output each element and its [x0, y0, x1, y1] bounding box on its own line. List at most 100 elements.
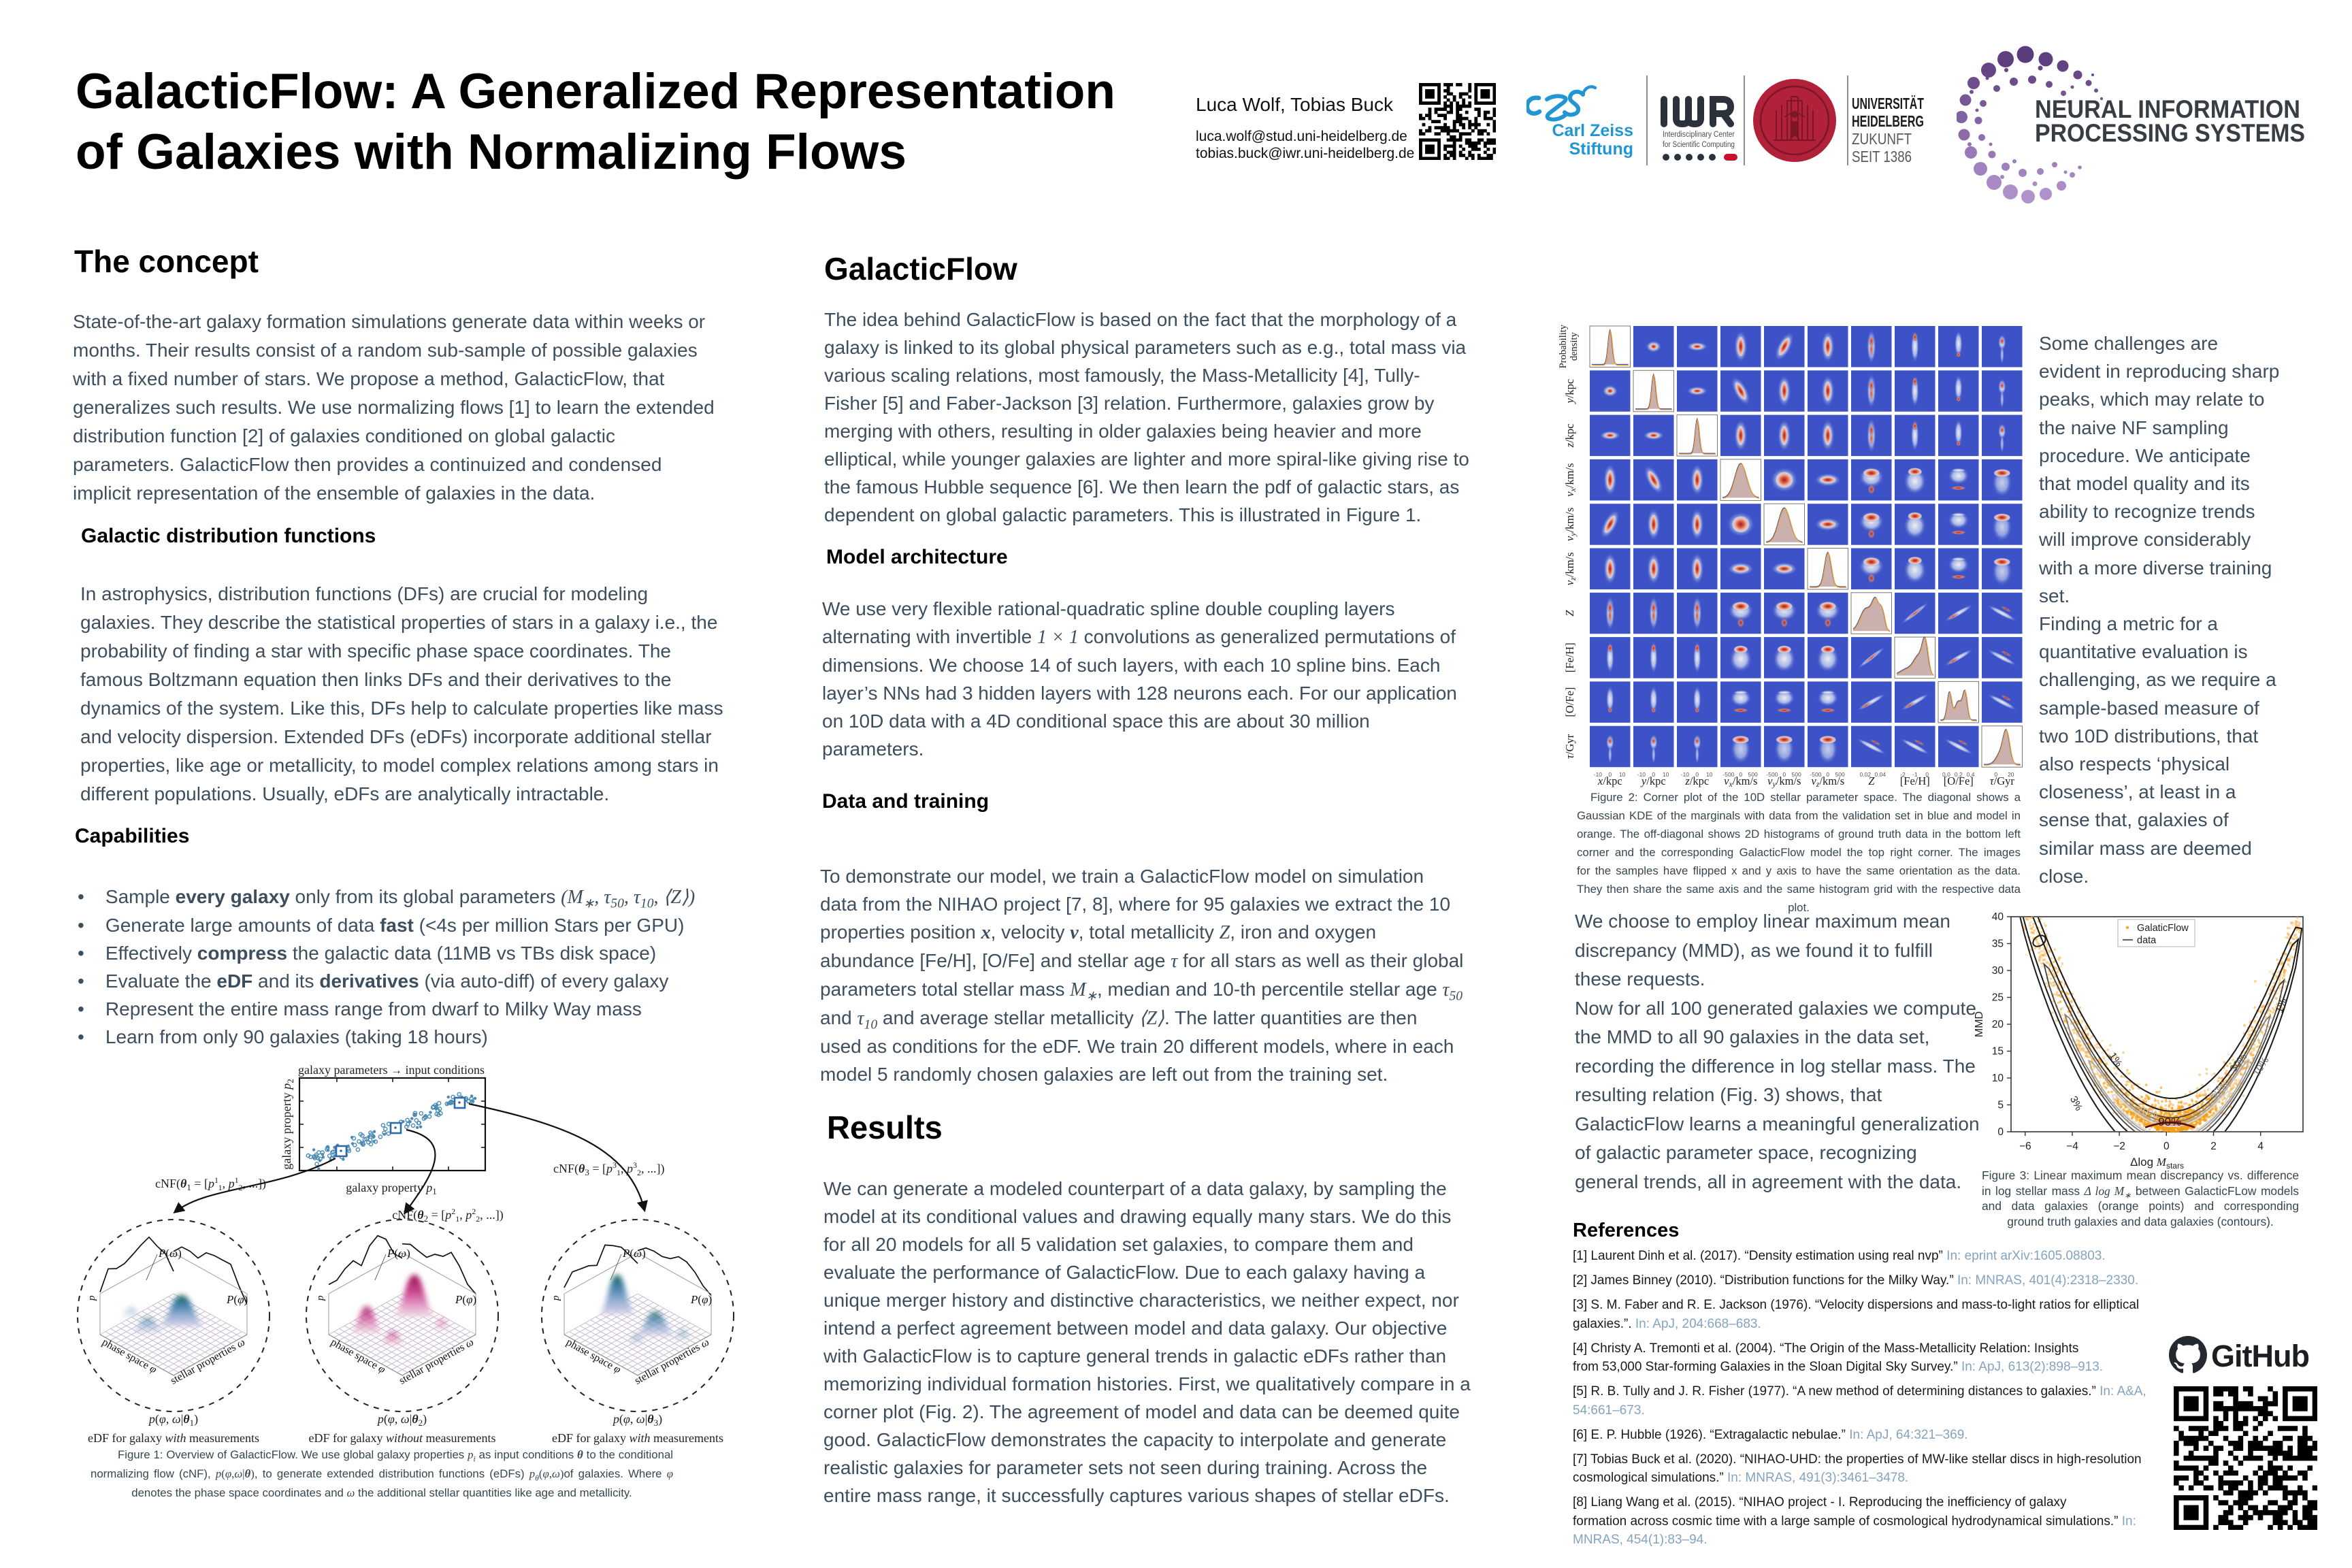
svg-text:UNIVERSITÄT: UNIVERSITÄT — [1852, 95, 1924, 112]
svg-text:0: 0 — [1994, 771, 1997, 778]
svg-text:vx/km/s: vx/km/s — [1563, 463, 1578, 496]
svg-text:P(ω): P(ω) — [622, 1247, 646, 1260]
svg-text:500: 500 — [1792, 771, 1801, 778]
svg-text:10: 10 — [1992, 1073, 2004, 1084]
svg-text:Stiftung: Stiftung — [1569, 140, 1633, 159]
svg-text:data: data — [2137, 935, 2157, 946]
svg-text:Probability: Probability — [1558, 324, 1569, 368]
svg-text:density: density — [1569, 332, 1580, 361]
svg-text:τ/Gyr: τ/Gyr — [1563, 734, 1576, 759]
svg-text:-500: -500 — [1810, 771, 1821, 778]
svg-text:4: 4 — [2257, 1141, 2264, 1152]
svg-text:500: 500 — [1835, 771, 1845, 778]
svg-text:[O/Fe]: [O/Fe] — [1944, 774, 1974, 787]
svg-text:[Fe/H]: [Fe/H] — [1900, 774, 1930, 787]
svg-text:2: 2 — [2210, 1141, 2217, 1152]
svg-text:Carl Zeiss: Carl Zeiss — [1552, 121, 1633, 140]
svg-text:20: 20 — [1992, 1019, 2004, 1030]
svg-text:0: 0 — [1925, 771, 1929, 778]
svg-text:cNF(θ2 = [p21, p22, ...]): cNF(θ2 = [p21, p22, ...]) — [392, 1207, 504, 1224]
svg-text:10: 10 — [1706, 771, 1713, 778]
svg-text:vx/km/s: vx/km/s — [1724, 774, 1757, 789]
svg-text:-10: -10 — [1637, 771, 1646, 778]
svg-text:p: p — [315, 1295, 326, 1301]
svg-text:galaxy property p2: galaxy property p2 — [280, 1079, 295, 1169]
svg-text:15: 15 — [1992, 1046, 2004, 1058]
svg-text:eDF for galaxy with measuremen: eDF for galaxy with measurements — [88, 1431, 259, 1445]
svg-text:p(φ, ω|θ3): p(φ, ω|θ3) — [612, 1412, 662, 1428]
svg-text:0: 0 — [2163, 1141, 2170, 1152]
svg-text:SEIT 1386: SEIT 1386 — [1852, 148, 1912, 165]
svg-text:Δlog Mstars: Δlog Mstars — [2130, 1156, 2184, 1171]
svg-text:eDF for galaxy with measuremen: eDF for galaxy with measurements — [552, 1431, 723, 1445]
svg-text:20: 20 — [2008, 771, 2014, 778]
svg-text:Z: Z — [1868, 774, 1875, 787]
svg-text:eDF for galaxy without measure: eDF for galaxy without measurements — [309, 1431, 496, 1445]
svg-text:35: 35 — [1992, 938, 2004, 950]
svg-text:cNF(θ1 = [p11, p12, ...]): cNF(θ1 = [p11, p12, ...]) — [155, 1175, 266, 1192]
svg-text:P(φ): P(φ) — [226, 1293, 248, 1306]
svg-text:−6: −6 — [2019, 1141, 2031, 1152]
svg-text:0.04: 0.04 — [1875, 771, 1886, 778]
svg-text:p: p — [551, 1295, 561, 1301]
svg-text:[Fe/H]: [Fe/H] — [1563, 642, 1576, 672]
svg-text:vz/km/s: vz/km/s — [1811, 774, 1844, 789]
svg-text:0: 0 — [1782, 771, 1786, 778]
svg-text:galaxy parameters → input cond: galaxy parameters → input conditions — [298, 1063, 485, 1077]
svg-text:MMD: MMD — [1974, 1011, 1985, 1037]
svg-text:vz/km/s: vz/km/s — [1563, 552, 1578, 585]
svg-text:0: 0 — [1739, 771, 1742, 778]
svg-text:for Scientific Computing: for Scientific Computing — [1663, 141, 1735, 149]
svg-text:−2: −2 — [2113, 1141, 2125, 1152]
svg-text:-10: -10 — [1681, 771, 1690, 778]
svg-text:40: 40 — [1992, 911, 2004, 923]
svg-text:x/kpc: x/kpc — [1597, 774, 1622, 787]
svg-text:70%: 70% — [2136, 1105, 2159, 1120]
svg-text:0.0: 0.0 — [1942, 771, 1950, 778]
svg-text:galaxy property p1: galaxy property p1 — [346, 1181, 436, 1196]
svg-text:P(φ): P(φ) — [690, 1293, 712, 1306]
svg-text:0: 0 — [1652, 771, 1655, 778]
svg-text:p(φ, ω|θ2): p(φ, ω|θ2) — [376, 1412, 427, 1428]
svg-text:z/kpc: z/kpc — [1684, 774, 1709, 787]
svg-text:5: 5 — [1997, 1100, 2004, 1111]
svg-text:P(ω): P(ω) — [158, 1247, 182, 1260]
svg-text:1%: 1% — [2274, 996, 2289, 1014]
svg-text:-2: -2 — [1900, 771, 1906, 778]
svg-text:HEIDELBERG: HEIDELBERG — [1852, 112, 1924, 130]
svg-text:NEURAL INFORMATION: NEURAL INFORMATION — [2035, 95, 2300, 123]
svg-text:PROCESSING SYSTEMS: PROCESSING SYSTEMS — [2035, 119, 2305, 147]
svg-text:0.02: 0.02 — [1860, 771, 1872, 778]
svg-text:0.4: 0.4 — [1967, 771, 1975, 778]
svg-text:25: 25 — [1992, 992, 2004, 1004]
svg-text:τ/Gyr: τ/Gyr — [1990, 774, 2015, 787]
svg-text:-500: -500 — [1766, 771, 1778, 778]
svg-text:10: 10 — [1619, 771, 1626, 778]
svg-text:0: 0 — [1695, 771, 1699, 778]
svg-text:ZUKUNFT: ZUKUNFT — [1852, 130, 1912, 148]
svg-text:y/kpc: y/kpc — [1563, 379, 1576, 405]
svg-text:−4: −4 — [2066, 1141, 2078, 1152]
svg-text:cNF(θ3 = [p31, p32, ...]): cNF(θ3 = [p31, p32, ...]) — [553, 1160, 665, 1177]
svg-text:vy/km/s: vy/km/s — [1767, 774, 1801, 789]
svg-text:P(φ): P(φ) — [455, 1293, 476, 1306]
svg-text:Interdisciplinary Center: Interdisciplinary Center — [1663, 131, 1735, 139]
svg-text:[O/Fe]: [O/Fe] — [1563, 687, 1576, 717]
svg-text:0: 0 — [1997, 1126, 2004, 1138]
svg-text:vy/km/s: vy/km/s — [1563, 508, 1578, 541]
svg-text:z/kpc: z/kpc — [1563, 423, 1576, 448]
svg-text:GitHub: GitHub — [2211, 1339, 2309, 1373]
svg-text:0.2: 0.2 — [1955, 771, 1963, 778]
svg-text:y/kpc: y/kpc — [1640, 774, 1666, 787]
svg-text:0: 0 — [1826, 771, 1829, 778]
svg-text:500: 500 — [1748, 771, 1758, 778]
svg-text:0: 0 — [1608, 771, 1612, 778]
svg-text:-500: -500 — [1722, 771, 1734, 778]
svg-text:P(ω): P(ω) — [387, 1247, 410, 1260]
svg-text:GalaticFlow: GalaticFlow — [2137, 923, 2189, 934]
svg-text:30: 30 — [1992, 965, 2004, 977]
svg-text:10: 10 — [1663, 771, 1669, 778]
svg-text:-1: -1 — [1912, 771, 1918, 778]
svg-text:p(φ, ω|θ1): p(φ, ω|θ1) — [148, 1412, 198, 1428]
svg-text:90%: 90% — [2158, 1115, 2181, 1128]
